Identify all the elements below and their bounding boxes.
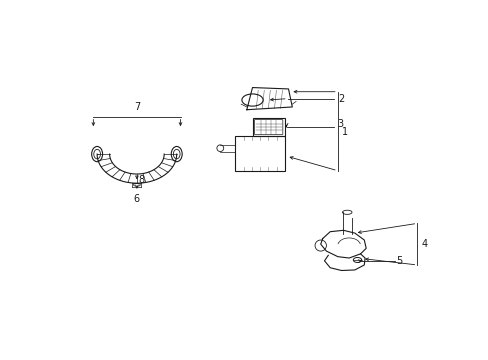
Text: 8: 8 [139, 175, 144, 185]
Text: 1: 1 [342, 127, 348, 137]
Bar [252, 118, 284, 136]
Text: 4: 4 [420, 239, 427, 249]
Text: 6: 6 [134, 194, 140, 204]
Text: 3: 3 [337, 119, 343, 129]
Text: 5: 5 [396, 256, 402, 266]
Text: 2: 2 [337, 94, 344, 104]
Text: 7: 7 [134, 102, 140, 112]
Bar [235, 136, 284, 171]
